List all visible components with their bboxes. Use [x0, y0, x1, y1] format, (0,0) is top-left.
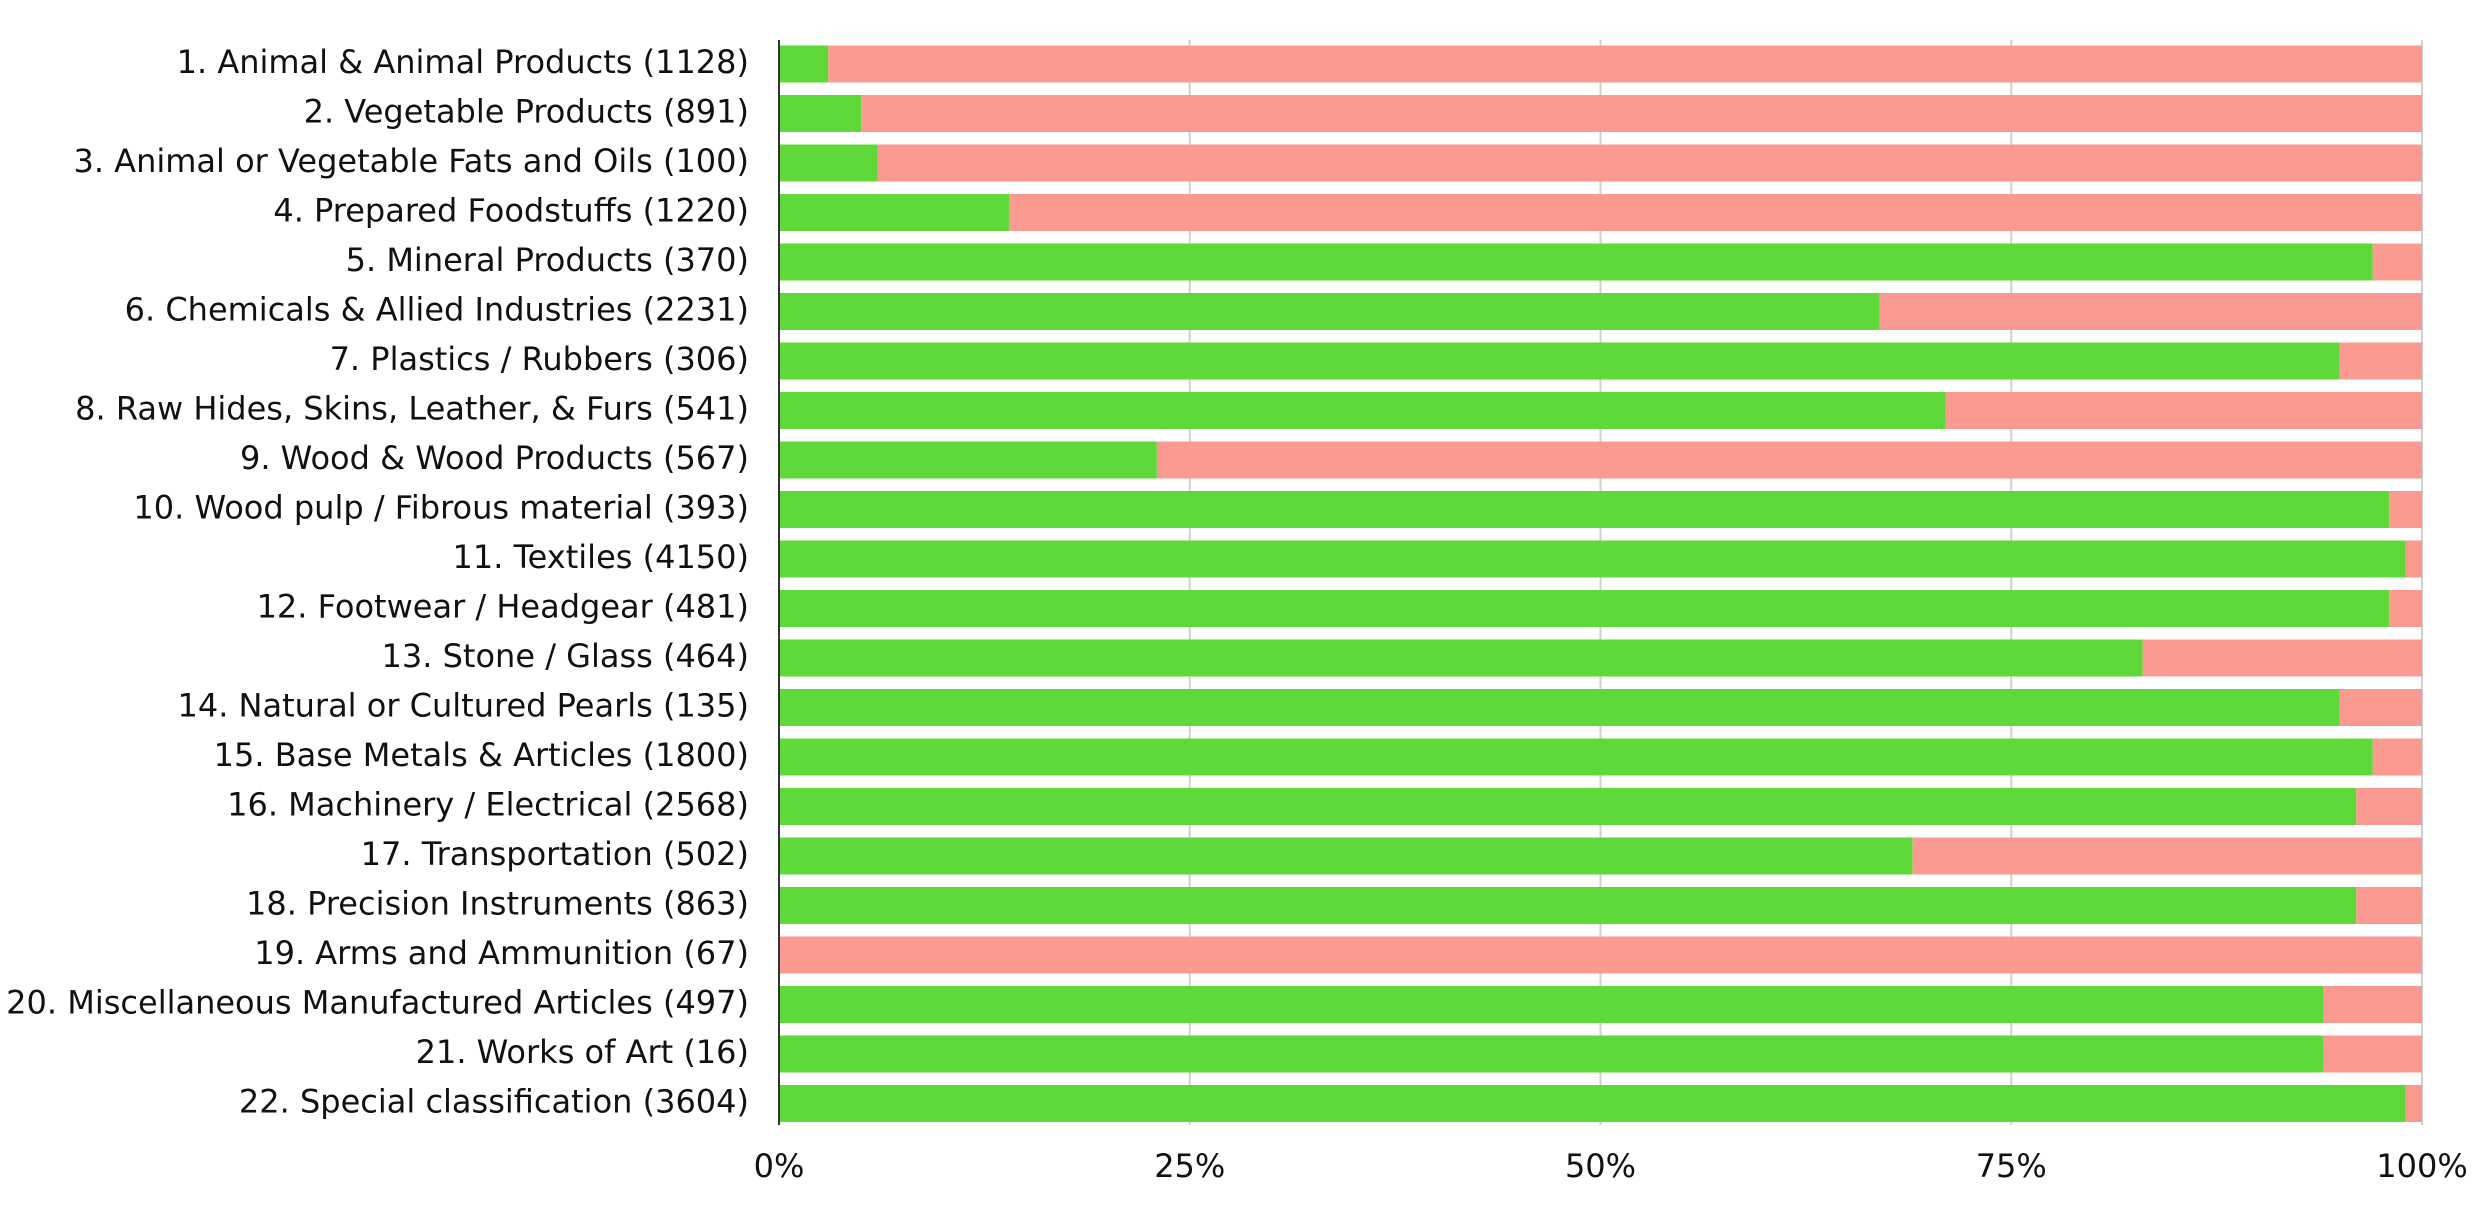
category-label: 22. Special classification (3604)	[239, 1083, 749, 1121]
bar-segment-red	[2323, 1035, 2422, 1073]
category-label: 5. Mineral Products (370)	[346, 241, 749, 279]
category-label: 2. Vegetable Products (891)	[304, 93, 749, 131]
bar-segment-green	[779, 95, 862, 132]
bar-segment-green	[779, 639, 2143, 677]
bar-segment-green	[779, 194, 1010, 231]
category-label: 16. Machinery / Electrical (2568)	[227, 786, 749, 824]
bar-segment-red	[1156, 441, 2422, 479]
bar-segment-green	[779, 144, 878, 182]
bar-segment-red	[2339, 342, 2422, 380]
category-label: 14. Natural or Cultured Pearls (135)	[177, 687, 749, 725]
category-label: 19. Arms and Ammunition (67)	[254, 934, 749, 972]
bar-segment-red	[828, 45, 2422, 83]
bar-segment-red	[2372, 738, 2422, 776]
bar-segment-green	[779, 986, 2324, 1023]
bar-segment-red	[1912, 837, 2422, 875]
category-label: 15. Base Metals & Articles (1800)	[214, 736, 749, 774]
bar-segment-green	[779, 837, 1913, 875]
bar-segment-green	[779, 788, 2357, 825]
category-label: 20. Miscellaneous Manufactured Articles …	[6, 984, 749, 1022]
bar-segment-red	[779, 936, 2422, 974]
category-label: 17. Transportation (502)	[361, 835, 749, 873]
x-tick-label: 100%	[2376, 1147, 2467, 1185]
bar-segment-red	[1945, 392, 2422, 429]
category-label: 21. Works of Art (16)	[416, 1033, 749, 1071]
bar-segment-green	[779, 689, 2340, 726]
x-tick-labels: 0% 25% 50% 75% 100%	[754, 1147, 2468, 1185]
bar-segment-green	[779, 1085, 2406, 1122]
bar-segment-red	[2389, 590, 2422, 627]
bar-segment-green	[779, 441, 1157, 479]
bar-segment-green	[779, 293, 1880, 330]
category-label: 10. Wood pulp / Fibrous material (393)	[133, 489, 749, 527]
bar-segment-red	[2405, 540, 2422, 578]
category-label: 4. Prepared Foodstuffs (1220)	[273, 192, 749, 230]
category-label: 11. Textiles (4150)	[453, 538, 750, 576]
x-tick-label: 50%	[1565, 1147, 1636, 1185]
category-label: 12. Footwear / Headgear (481)	[257, 588, 749, 626]
bar-segment-green	[779, 491, 2390, 528]
bar-segment-green	[779, 887, 2357, 924]
bars-group	[779, 45, 2422, 1122]
category-label: 9. Wood & Wood Products (567)	[240, 439, 749, 477]
bar-segment-red	[2339, 689, 2422, 726]
bar-segment-red	[2323, 986, 2422, 1023]
bar-segment-green	[779, 590, 2390, 627]
category-label: 7. Plastics / Rubbers (306)	[330, 340, 749, 378]
bar-segment-green	[779, 45, 829, 83]
bar-segment-green	[779, 243, 2373, 281]
category-label: 6. Chemicals & Allied Industries (2231)	[125, 291, 749, 329]
bar-segment-red	[2389, 491, 2422, 528]
bar-segment-red	[2405, 1085, 2422, 1122]
x-tick-label: 75%	[1976, 1147, 2047, 1185]
category-label: 18. Precision Instruments (863)	[246, 885, 749, 923]
bar-segment-red	[861, 95, 2422, 132]
bar-segment-green	[779, 392, 1946, 429]
category-label: 1. Animal & Animal Products (1128)	[177, 43, 749, 81]
bar-segment-red	[877, 144, 2422, 182]
bar-segment-green	[779, 342, 2340, 380]
bar-segment-green	[779, 1035, 2324, 1073]
x-tick-label: 25%	[1154, 1147, 1225, 1185]
bar-segment-green	[779, 540, 2406, 578]
bar-segment-red	[2372, 243, 2422, 281]
bar-segment-red	[1009, 194, 2422, 231]
bar-segment-red	[2142, 639, 2422, 677]
category-labels: 1. Animal & Animal Products (1128) 2. Veg…	[6, 43, 749, 1121]
bar-segment-green	[779, 738, 2373, 776]
category-label: 8. Raw Hides, Skins, Leather, & Furs (54…	[75, 390, 749, 428]
bar-segment-red	[2356, 788, 2422, 825]
category-label: 3. Animal or Vegetable Fats and Oils (10…	[73, 142, 749, 180]
x-tick-label: 0%	[754, 1147, 805, 1185]
category-label: 13. Stone / Glass (464)	[382, 637, 749, 675]
bar-segment-red	[1879, 293, 2422, 330]
bar-segment-red	[2356, 887, 2422, 924]
